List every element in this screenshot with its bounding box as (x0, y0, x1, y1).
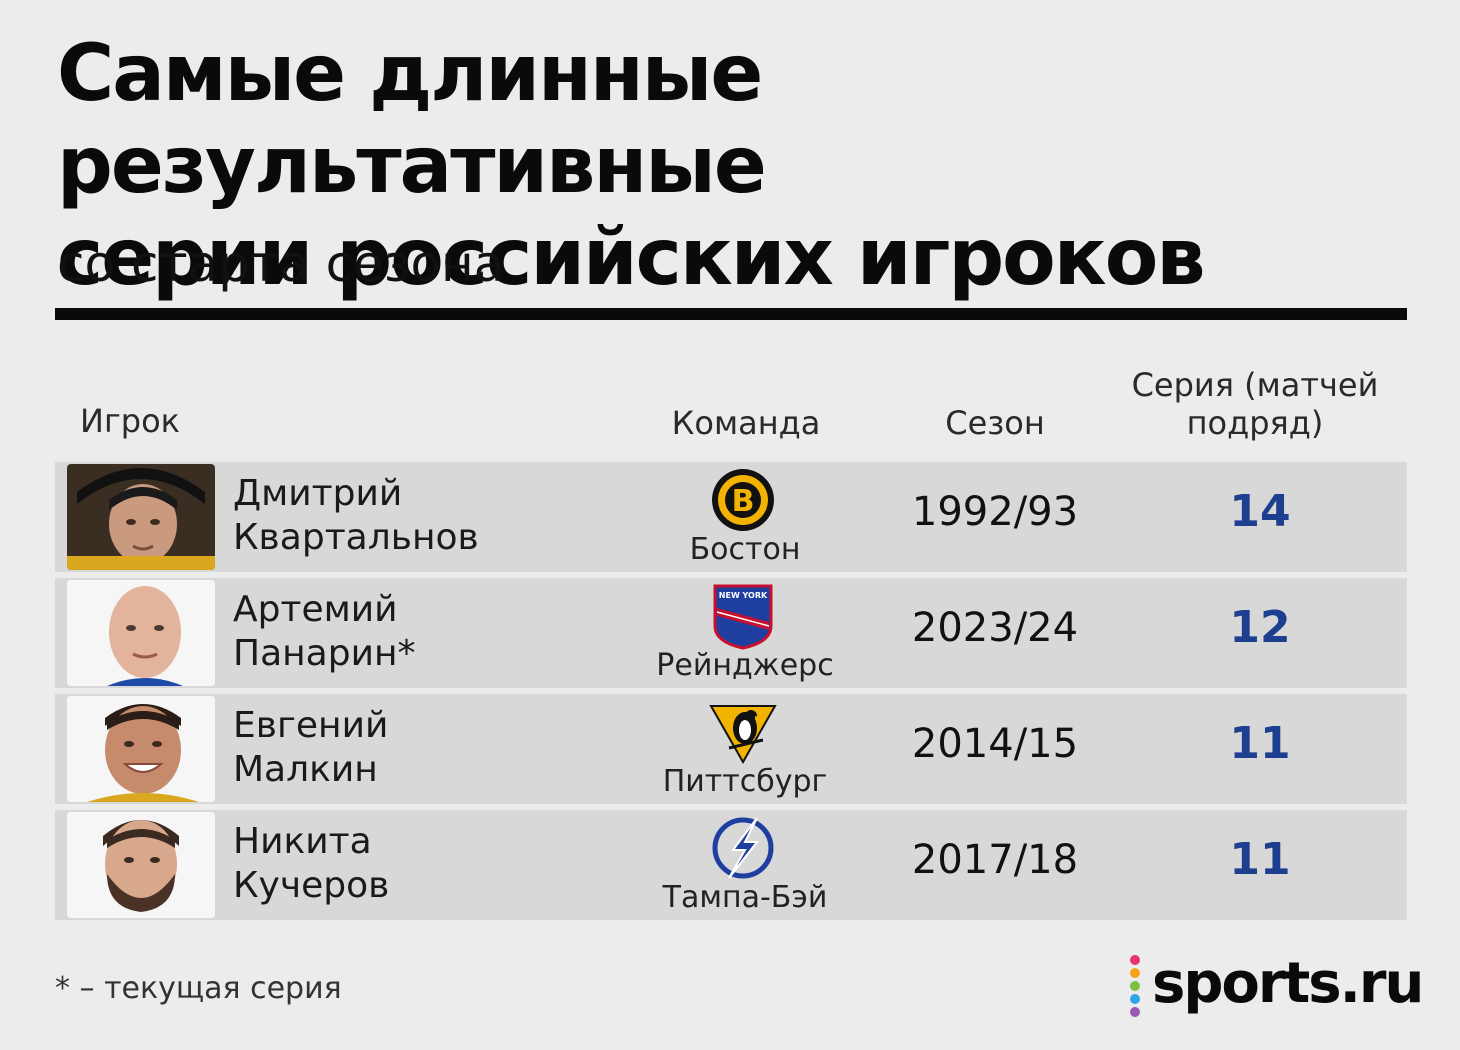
svg-text:B: B (732, 484, 755, 519)
player-photo (67, 580, 215, 686)
table-row: Никита Кучеров Тампа-Бэй 2017/18 11 (55, 810, 1407, 920)
boston-bruins-logo: B (707, 466, 779, 534)
brand-text: sports.ru (1152, 951, 1424, 1016)
new-york-rangers-logo: NEW YORK (707, 582, 779, 650)
sports-ru-logo: sports.ru (1128, 950, 1424, 1022)
season-value: 2023/24 (911, 605, 1079, 651)
player-last-name: Кучеров (233, 865, 390, 906)
player-first-name: Артемий (233, 589, 398, 630)
player-photo (67, 812, 215, 918)
footnote: * – текущая серия (55, 971, 342, 1006)
player-name: Артемий Панарин* (233, 588, 653, 676)
header-streak-line-2: подряд) (1186, 404, 1324, 442)
player-photo-malkin (67, 696, 215, 802)
streak-value: 11 (1229, 834, 1291, 885)
player-photo-panarin (67, 580, 215, 686)
player-photo-kucherov (67, 812, 215, 918)
player-first-name: Евгений (233, 705, 389, 746)
table-row: Дмитрий Квартальнов B Бостон 1992/93 14 (55, 462, 1407, 572)
player-last-name: Панарин* (233, 633, 416, 674)
team-name: Рейнджерс (656, 648, 834, 683)
season-value: 2017/18 (911, 837, 1079, 883)
header-player: Игрок (80, 402, 180, 440)
team-name: Тампа-Бэй (662, 880, 828, 915)
player-last-name: Малкин (233, 749, 378, 790)
player-first-name: Дмитрий (233, 473, 403, 514)
player-name: Евгений Малкин (233, 704, 653, 792)
team-name: Питтсбург (662, 764, 828, 799)
player-last-name: Квартальнов (233, 517, 479, 558)
header-streak-line-1: Серия (матчей (1131, 366, 1379, 404)
streak-value: 14 (1229, 486, 1291, 537)
chart-subtitle: со старта сезона (57, 235, 505, 293)
player-name: Никита Кучеров (233, 820, 653, 908)
tampa-bay-lightning-logo (707, 814, 779, 882)
header-season: Сезон (945, 404, 1045, 442)
season-value: 1992/93 (911, 489, 1079, 535)
header-divider (55, 308, 1407, 320)
table-row: Артемий Панарин* NEW YORK Рейнджерс 2023… (55, 578, 1407, 688)
table-row: Евгений Малкин Питтсбург 2014/15 11 (55, 694, 1407, 804)
player-photo (67, 696, 215, 802)
title-line-2: серии российских игроков (57, 213, 1206, 303)
title-line-1: Самые длинные результативные (57, 29, 767, 211)
header-streak: Серия (матчей подряд) (1100, 366, 1410, 442)
streak-value: 12 (1229, 602, 1291, 653)
player-first-name: Никита (233, 821, 372, 862)
svg-text:NEW YORK: NEW YORK (719, 591, 768, 600)
season-value: 2014/15 (911, 721, 1079, 767)
header-team: Команда (671, 404, 821, 442)
streak-value: 11 (1229, 718, 1291, 769)
player-photo (67, 464, 215, 570)
player-photo-kvartalnov (67, 464, 215, 570)
pittsburgh-penguins-logo (707, 698, 779, 766)
player-name: Дмитрий Квартальнов (233, 472, 653, 560)
team-name: Бостон (689, 532, 801, 567)
brand-dots-icon (1130, 955, 1140, 1017)
chart-title: Самые длинные результативные серии росси… (57, 28, 1417, 304)
